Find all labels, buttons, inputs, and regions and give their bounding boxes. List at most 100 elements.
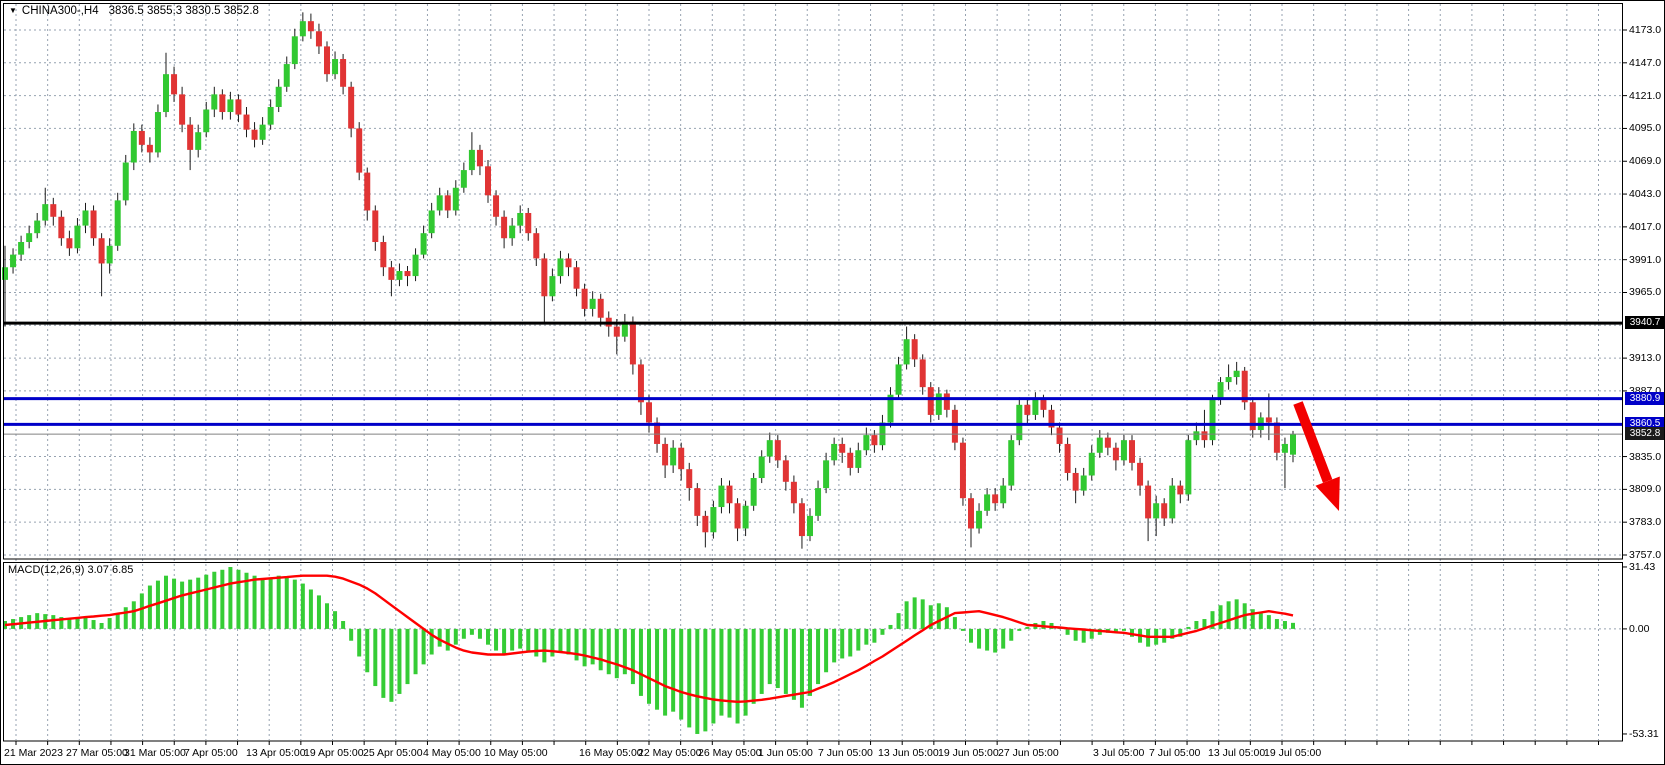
time-axis-label: 19 Apr 05:00 — [304, 747, 364, 759]
candle-down — [565, 258, 572, 268]
macd-histogram-bar — [445, 628, 450, 651]
candle-down — [388, 267, 395, 280]
candle-up — [1120, 440, 1127, 461]
candle-up — [74, 225, 81, 249]
macd-histogram-bar — [1234, 599, 1239, 629]
candle-up — [718, 485, 725, 508]
macd-histogram-bar — [960, 628, 965, 631]
macd-histogram-bar — [1250, 609, 1255, 629]
macd-histogram-bar — [952, 617, 957, 629]
candle-up — [82, 210, 89, 226]
candle-down — [364, 172, 371, 211]
candle-up — [267, 106, 274, 125]
candle-up — [275, 86, 282, 107]
candle-down — [372, 210, 379, 243]
macd-histogram-bar — [848, 628, 853, 657]
candle-down — [146, 144, 153, 153]
candle-down — [871, 435, 878, 446]
candle-down — [839, 443, 846, 453]
candle-up — [1096, 437, 1103, 453]
macd-histogram-bar — [1121, 628, 1126, 631]
ohlc-values: 3836.5 3855.3 3830.5 3852.8 — [108, 5, 259, 17]
candle-up — [34, 220, 41, 234]
candle-up — [1290, 434, 1296, 455]
macd-histogram-bar — [638, 628, 643, 696]
candle-down — [179, 94, 186, 125]
candle-up — [557, 258, 564, 277]
macd-histogram-bar — [832, 628, 837, 663]
macd-histogram-bar — [1202, 619, 1207, 629]
macd-histogram-bar — [236, 569, 241, 629]
chart-dropdown-icon[interactable]: ▼ — [9, 6, 17, 15]
price-axis-label: 4173.0 — [1629, 24, 1662, 36]
macd-histogram-bar — [91, 620, 96, 629]
macd-histogram-bar — [880, 628, 885, 635]
candle-up — [10, 254, 17, 268]
price-axis-label: 3991.0 — [1629, 253, 1662, 266]
macd-histogram-bar — [695, 628, 700, 734]
macd-histogram-bar — [1194, 621, 1199, 629]
candle-up — [1209, 399, 1216, 441]
time-axis-label: 13 Jun 05:00 — [878, 747, 939, 759]
price-axis-label: 4043.0 — [1629, 188, 1662, 201]
candle-up — [1233, 370, 1240, 378]
macd-histogram-bar — [1089, 628, 1094, 639]
macd-histogram-bar — [783, 628, 788, 694]
macd-histogram-bar — [1266, 615, 1271, 629]
macd-histogram-bar — [220, 569, 225, 629]
time-axis-label: 3 Jul 05:00 — [1093, 747, 1145, 759]
candle-up — [589, 298, 596, 309]
price-axis-label: 3757.0 — [1629, 548, 1662, 561]
macd-histogram-bar — [534, 628, 539, 657]
candle-down — [694, 488, 701, 516]
macd-histogram-bar — [1226, 601, 1231, 629]
candle-up — [895, 364, 902, 395]
candle-up — [670, 447, 677, 466]
candle-up — [460, 170, 467, 188]
candle-up — [887, 394, 894, 423]
candle-down — [1040, 399, 1047, 410]
time-axis-label: 1 Jun 05:00 — [758, 747, 813, 759]
candle-down — [927, 387, 934, 415]
macd-histogram-bar — [904, 601, 909, 629]
macd-histogram-bar — [1291, 622, 1295, 629]
candle-up — [1185, 440, 1192, 495]
candle-up — [283, 64, 290, 87]
candle-down — [1201, 431, 1208, 441]
candle-up — [114, 200, 121, 246]
price-axis-label: 4095.0 — [1629, 122, 1662, 135]
macd-histogram-bar — [719, 628, 724, 716]
price-axis-label: 4121.0 — [1629, 89, 1662, 102]
candle-down — [444, 195, 451, 211]
candle-down — [98, 238, 105, 264]
candle-up — [259, 124, 266, 140]
macd-histogram-bar — [123, 607, 128, 629]
candle-down — [1024, 404, 1031, 415]
macd-histogram-bar — [1009, 628, 1014, 641]
macd-histogram-bar — [1025, 626, 1030, 629]
candle-down — [581, 288, 588, 309]
macd-histogram-bar — [325, 603, 329, 629]
macd-histogram-bar — [1210, 611, 1215, 629]
time-axis-label: 19 Jul 05:00 — [1264, 747, 1322, 759]
candle-down — [1048, 409, 1055, 428]
candle-up — [1281, 443, 1288, 453]
candle-up — [195, 132, 202, 150]
macd-histogram-bar — [51, 615, 56, 629]
macd-histogram-bar — [1282, 621, 1287, 629]
macd-histogram-bar — [244, 572, 249, 629]
candle-up — [1080, 475, 1087, 491]
macd-histogram-bar — [1081, 628, 1086, 643]
macd-histogram-bar — [872, 628, 877, 643]
down-arrow-head[interactable] — [1315, 476, 1340, 511]
macd-histogram-bar — [888, 624, 893, 629]
macd-panel-frame — [3, 562, 1623, 742]
down-arrow-shaft[interactable] — [1293, 401, 1333, 483]
symbol-period-label: CHINA300-,H4 — [21, 5, 99, 17]
macd-histogram-bar — [292, 579, 297, 629]
macd-histogram-bar — [429, 628, 434, 655]
macd-histogram-bar — [308, 589, 313, 629]
candle-up — [766, 440, 773, 457]
macd-histogram-bar — [936, 603, 941, 629]
